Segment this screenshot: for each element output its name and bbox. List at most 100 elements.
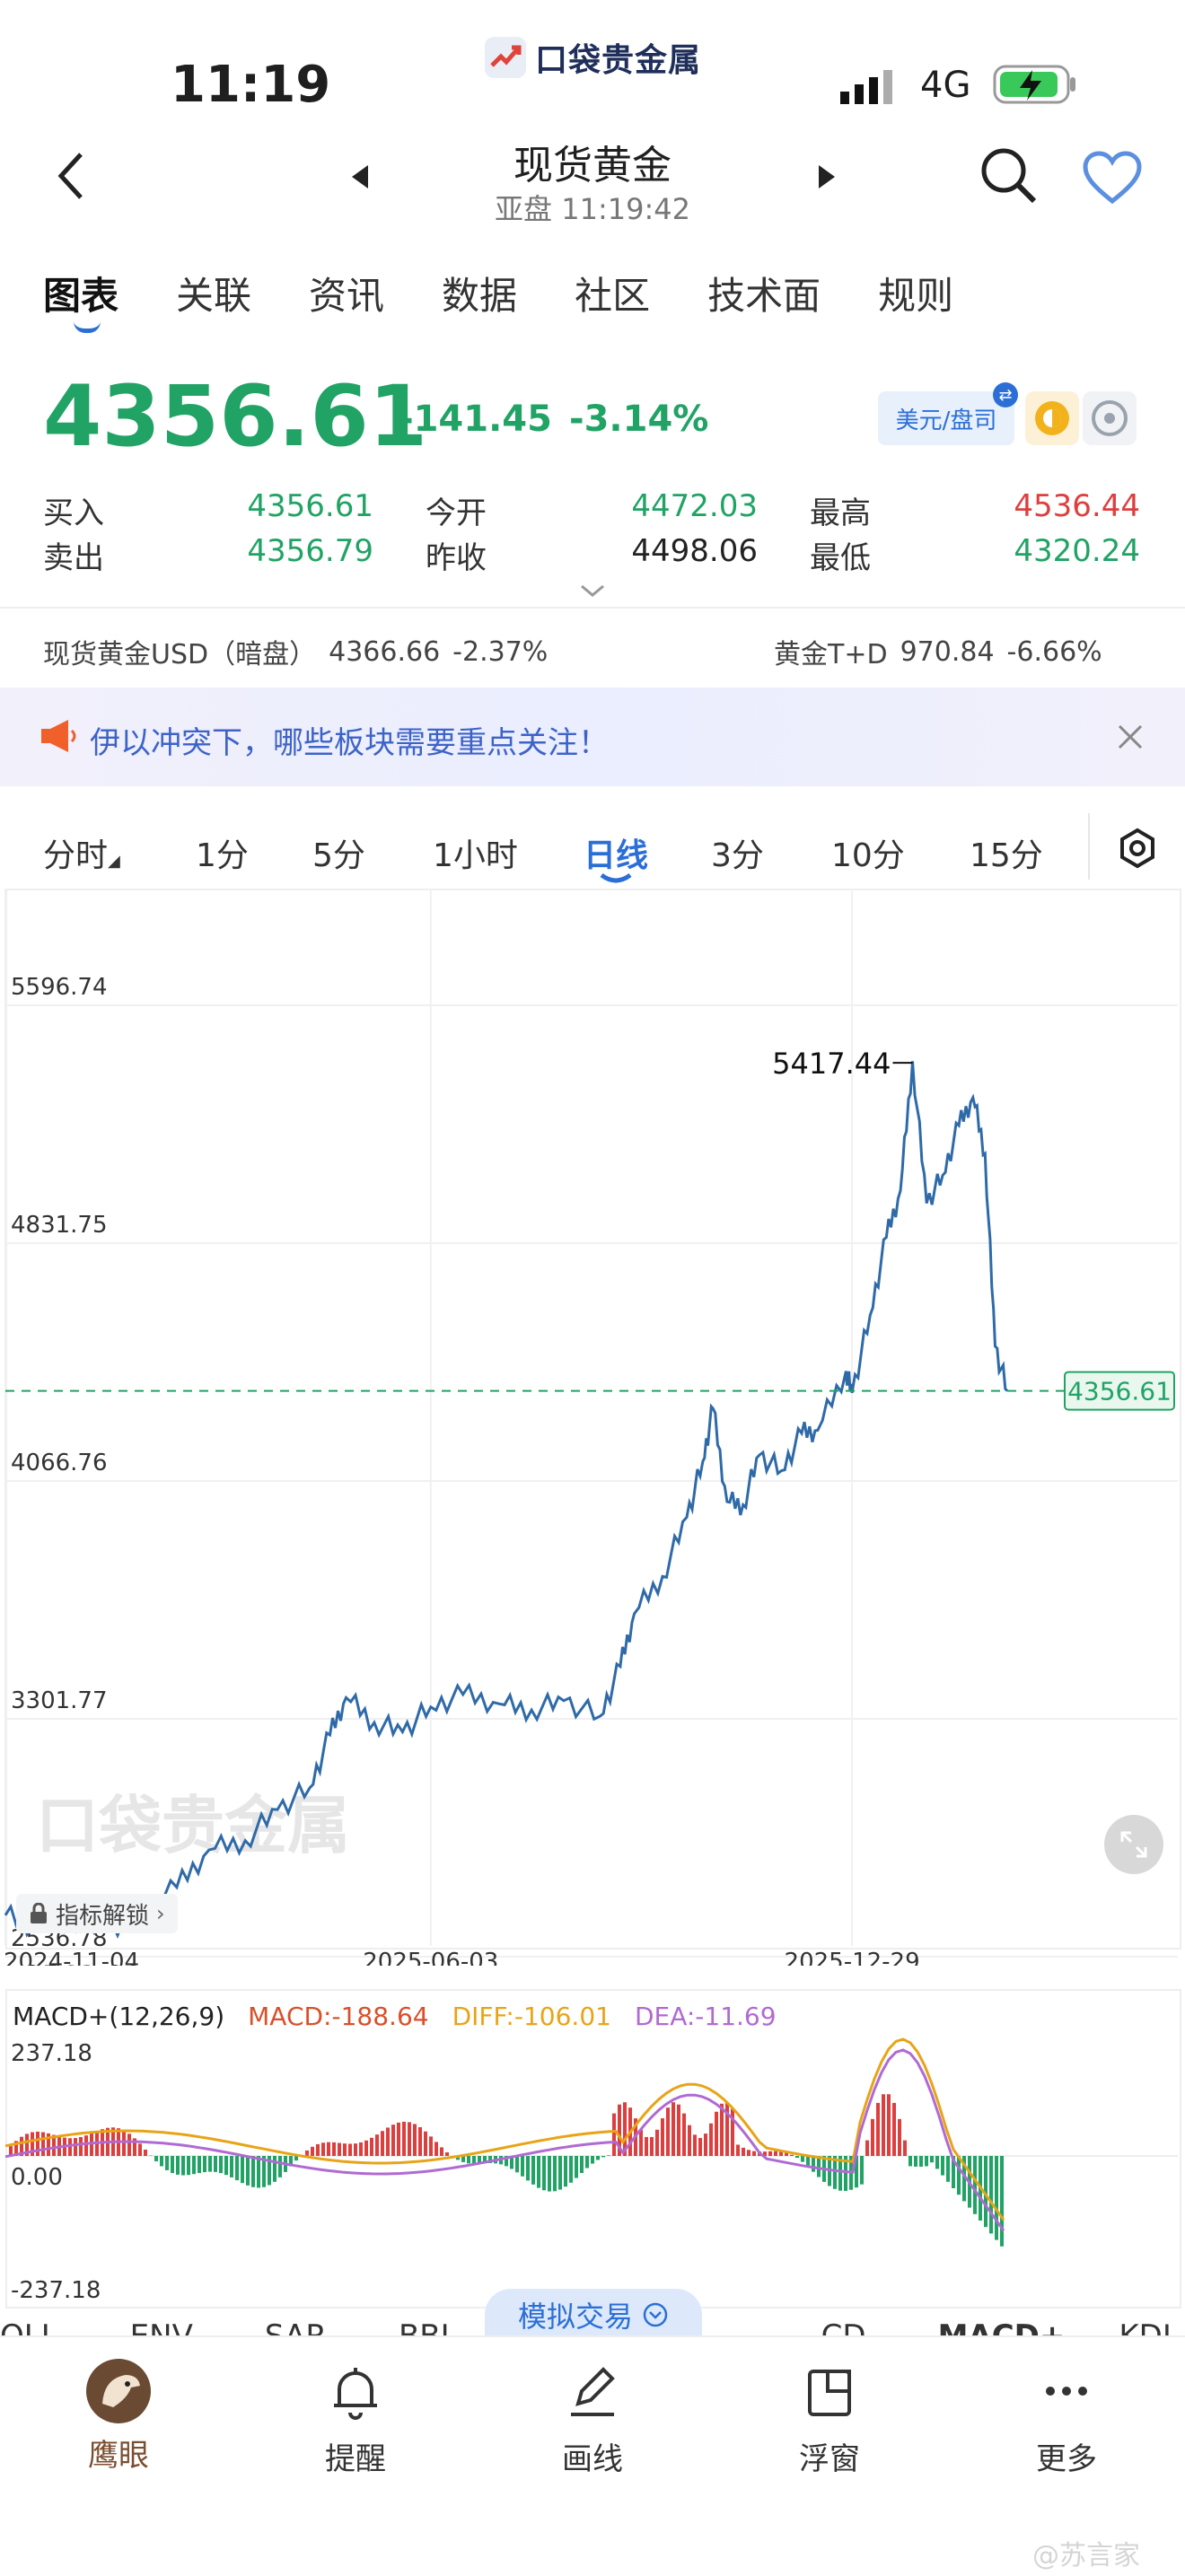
tab-related[interactable]: 关联 [176, 266, 251, 320]
y-tick-label: 4066.76 [11, 1450, 108, 1476]
search-icon[interactable] [979, 145, 1038, 208]
macd-bar [742, 2148, 745, 2156]
macd-bar [397, 2123, 400, 2156]
macd-bar [198, 2156, 201, 2173]
active-period-indicator [600, 871, 632, 888]
period-1h[interactable]: 1小时 [433, 829, 518, 876]
macd-bar [278, 2156, 282, 2177]
macd-bar [144, 2150, 147, 2156]
macd-bar [208, 2156, 212, 2172]
weibo-watermark: @苏言家 [1032, 2533, 1140, 2572]
macd-bar [526, 2156, 530, 2180]
divider [0, 607, 1185, 609]
macd-bar [138, 2143, 142, 2156]
indicator-env[interactable]: ENV [130, 2318, 193, 2336]
indicator-unlock-button[interactable]: 指标解锁 › [16, 1894, 178, 1933]
nav-eagle-eye[interactable]: 鹰眼 [47, 2359, 190, 2475]
macd-bar [989, 2156, 993, 2233]
macd-bar [311, 2147, 314, 2156]
related-left-pct: -2.37% [452, 636, 548, 668]
period-timeshare[interactable]: 分时◢ [43, 829, 120, 876]
macd-bar [364, 2141, 368, 2156]
indicator-macd[interactable]: MACD+ [938, 2318, 1066, 2336]
macd-bar [747, 2150, 750, 2156]
tab-technical[interactable]: 技术面 [707, 266, 821, 320]
next-symbol-icon[interactable] [817, 163, 837, 194]
tab-news[interactable]: 资讯 [309, 266, 384, 320]
detail-tabs: 图表 关联 资讯 数据 社区 技术面 规则 [43, 266, 1011, 320]
macd-bar [68, 2138, 72, 2156]
macd-bar [154, 2156, 158, 2161]
macd-bar [596, 2156, 600, 2160]
indicator-cd[interactable]: CD [821, 2318, 866, 2336]
macd-bar [591, 2156, 594, 2164]
indicator-kdj[interactable]: KDJ [1119, 2318, 1172, 2336]
macd-bar [774, 2151, 777, 2156]
macd-bar [294, 2156, 298, 2160]
svg-text:4356.61: 4356.61 [1067, 1377, 1172, 1406]
tab-chart[interactable]: 图表 [43, 266, 118, 320]
macd-bar [537, 2156, 540, 2188]
macd-bar [790, 2155, 794, 2156]
open-value: 4472.03 [566, 488, 758, 524]
chevron-down-icon [642, 2301, 669, 2328]
nav-label: 画线 [521, 2434, 664, 2478]
macd-bar [736, 2144, 740, 2156]
nav-alert[interactable]: 提醒 [284, 2359, 427, 2478]
indicator-sar[interactable]: SAR [265, 2318, 327, 2336]
macd-bar [688, 2125, 691, 2156]
tab-community[interactable]: 社区 [575, 266, 650, 320]
period-5m[interactable]: 5分 [312, 829, 365, 876]
open-label: 今开 [426, 488, 487, 532]
favorite-heart-icon[interactable] [1083, 151, 1142, 208]
macd-bar [214, 2156, 217, 2172]
related-quote-right[interactable]: 黄金T+D 970.84 -6.66% [774, 632, 1102, 671]
currency-unit-toggle[interactable]: 美元/盘司 ⇄ [878, 391, 1014, 445]
macd-bar [176, 2156, 180, 2175]
brand-logo: 口袋贵金属 [485, 34, 701, 81]
period-1m[interactable]: 1分 [196, 829, 249, 876]
macd-bar [338, 2142, 341, 2156]
period-15m[interactable]: 15分 [970, 829, 1043, 876]
more-icon [1040, 2359, 1093, 2423]
last-price: 4356.61 [43, 368, 427, 466]
macd-y-tick: 237.18 [11, 2040, 92, 2067]
macd-bar [321, 2142, 325, 2156]
chart-settings-icon[interactable] [1117, 828, 1158, 872]
macd-bar [343, 2143, 347, 2156]
fullscreen-icon[interactable] [1104, 1815, 1163, 1874]
tab-rules[interactable]: 规则 [878, 266, 953, 320]
macd-bar [903, 2141, 907, 2156]
macd-bar [332, 2142, 336, 2156]
expand-chevron-icon[interactable] [580, 583, 605, 600]
macd-bar [36, 2132, 40, 2156]
macd-bar [946, 2156, 950, 2182]
indicator-bbi[interactable]: BBI [399, 2318, 450, 2336]
nav-draw[interactable]: 画线 [521, 2359, 664, 2478]
sim-trade-button[interactable]: 模拟交易 [485, 2289, 702, 2341]
related-left-label: 现货黄金USD（暗盘） [43, 632, 316, 671]
period-3m[interactable]: 3分 [711, 829, 764, 876]
macd-bar [817, 2156, 821, 2177]
macd-bar [424, 2132, 427, 2156]
macd-chart: 237.18 0.00 -237.18 [0, 1989, 1185, 2312]
prev-close-label: 昨收 [426, 533, 487, 577]
macd-bar [941, 2156, 944, 2176]
tab-data[interactable]: 数据 [442, 266, 517, 320]
close-icon[interactable] [1117, 723, 1144, 754]
period-daily[interactable]: 日线 [584, 829, 648, 876]
dea-line [5, 2050, 1004, 2230]
x-tick-label: 2025-12-29 [785, 1949, 920, 1966]
macd-bar [327, 2142, 330, 2156]
nav-more[interactable]: 更多 [995, 2359, 1138, 2478]
theme-icon[interactable] [1025, 391, 1079, 445]
nav-float-window[interactable]: 浮窗 [758, 2359, 901, 2478]
macd-bar [569, 2156, 573, 2183]
macd-bar [812, 2156, 815, 2172]
period-10m[interactable]: 10分 [831, 829, 905, 876]
settings-chip-icon[interactable] [1083, 391, 1137, 445]
macd-bar [698, 2138, 702, 2156]
related-quote-left[interactable]: 现货黄金USD（暗盘） 4366.66 -2.37% [43, 632, 548, 671]
indicator-oll[interactable]: OLL [0, 2318, 58, 2336]
